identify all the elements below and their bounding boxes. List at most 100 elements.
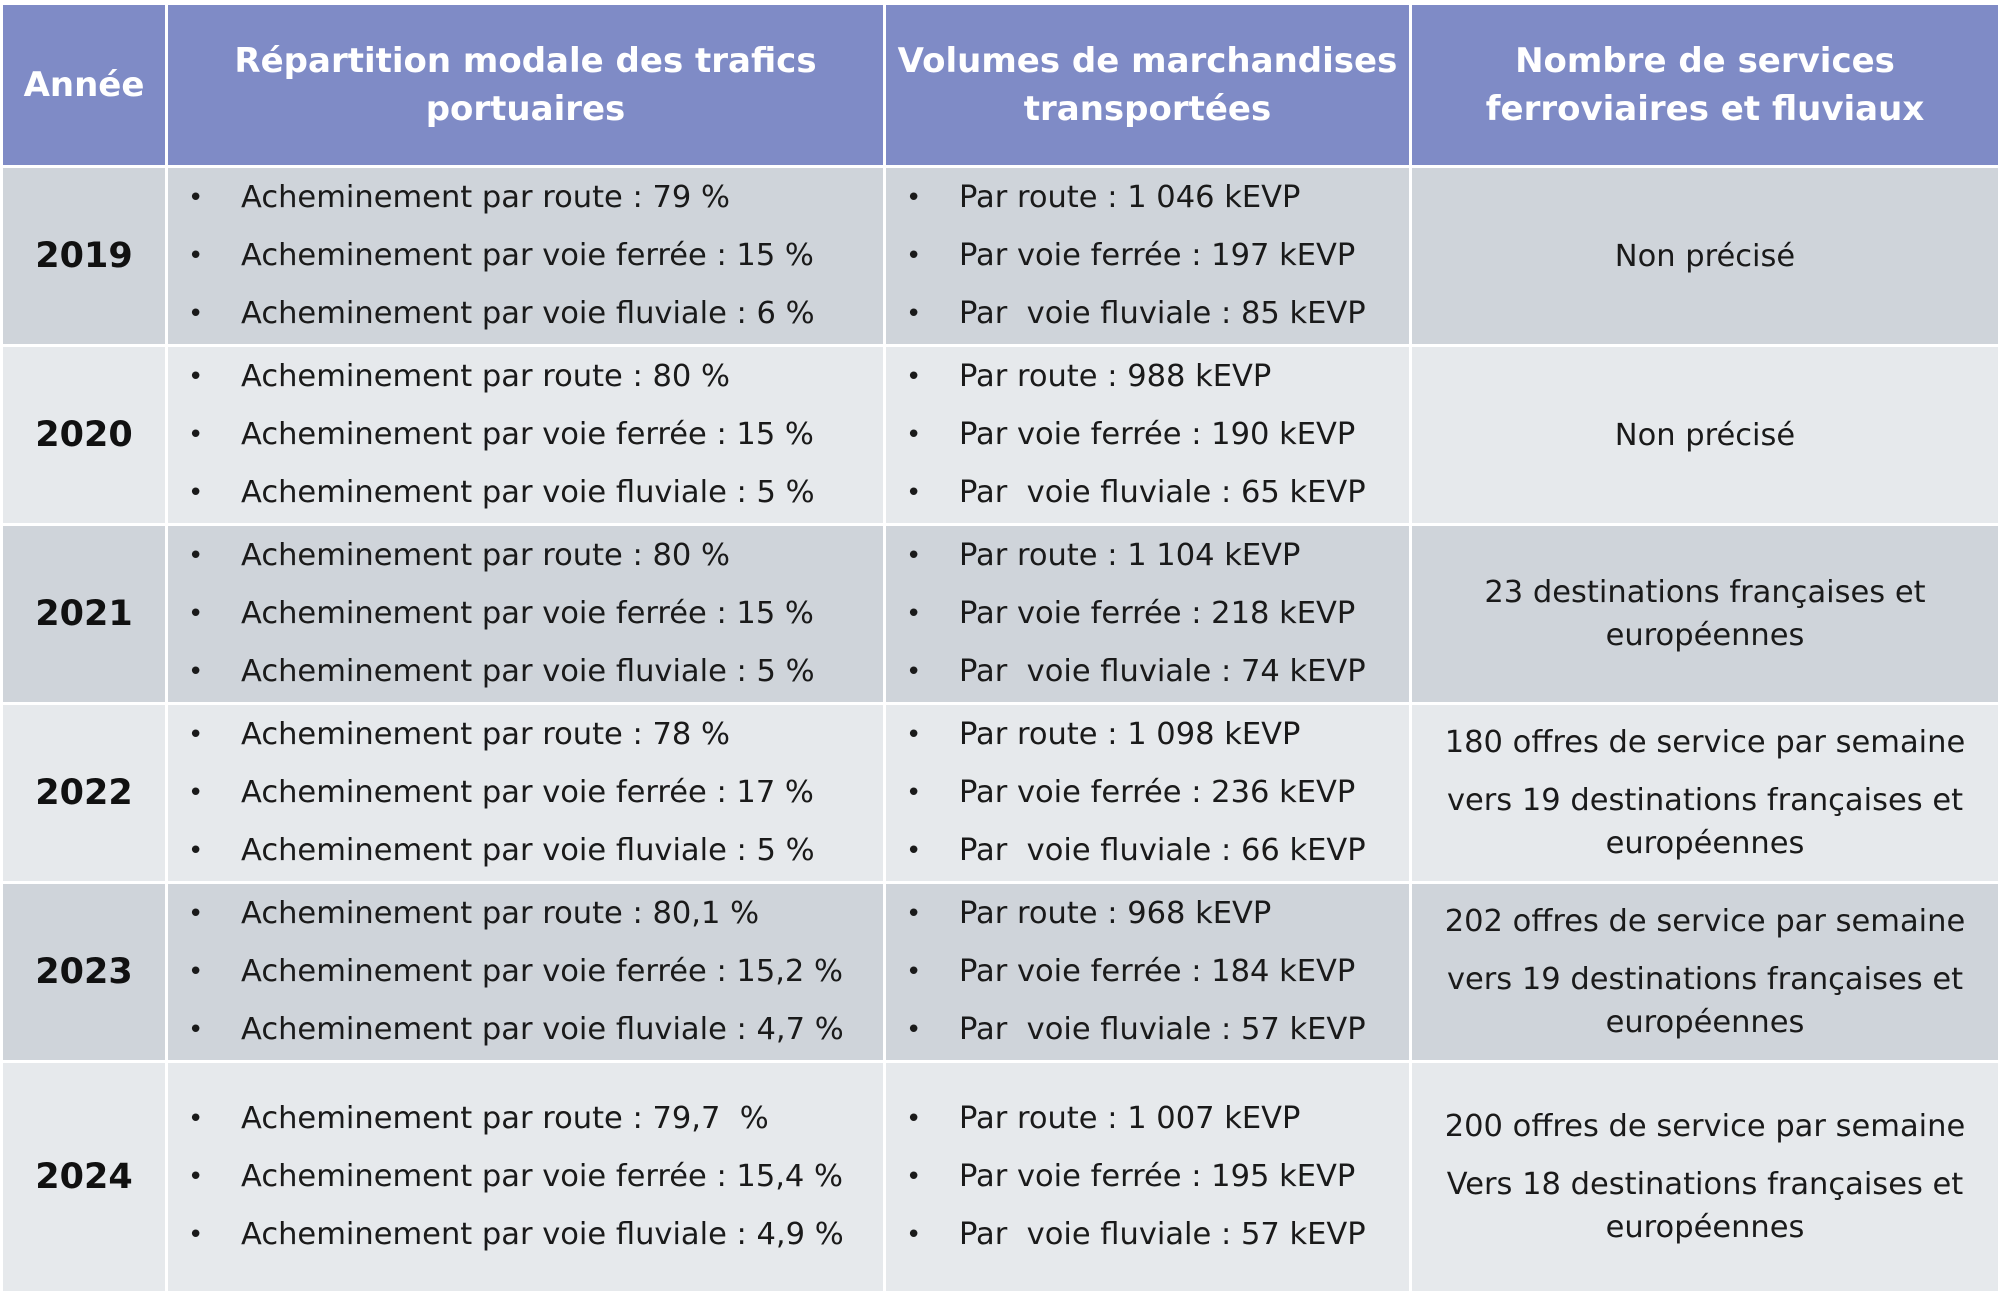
list-item-text: Par route : 1 098 kEVP xyxy=(959,717,1301,752)
volumes-cell: • Par route : 968 kEVP • Par voie ferrée : … xyxy=(883,881,1412,1063)
list-item-text: Acheminement par route : 80,1 % xyxy=(241,896,760,931)
list-item-text: Acheminement par voie fluviale : 5 % xyxy=(241,475,815,510)
year-cell: 2022 xyxy=(0,702,168,884)
list-item-text: Acheminement par voie ferrée : 15,2 % xyxy=(241,954,844,989)
year-cell: 2023 xyxy=(0,881,168,1063)
list-item-text: Acheminement par route : 78 % xyxy=(241,717,730,752)
bullet-list: • Par route : 968 kEVP • Par voie ferrée : … xyxy=(886,885,1409,1059)
year-cell: 2019 xyxy=(0,165,168,347)
list-item-text: Acheminement par voie ferrée : 15 % xyxy=(241,238,814,273)
services-cell: 180 offres de service par semaine vers 19… xyxy=(1409,702,2000,884)
list-item-text: Acheminement par voie fluviale : 5 % xyxy=(241,833,815,868)
list-item-text: Par voie fluviale : 74 kEVP xyxy=(959,654,1366,689)
modal-split-cell: • Acheminement par route : 79 % • Acheminem… xyxy=(165,165,886,347)
services-cell: 23 destinations françaises et européennes xyxy=(1409,523,2000,705)
bullet-icon: • xyxy=(188,778,204,808)
list-item: • Acheminement par voie ferrée : 15,4 % xyxy=(168,1148,883,1206)
list-item-text: Acheminement par voie fluviale : 6 % xyxy=(241,296,815,331)
bullet-icon: • xyxy=(906,899,922,929)
list-item-text: Par route : 968 kEVP xyxy=(959,896,1272,931)
list-item: • Acheminement par voie fluviale : 5 % xyxy=(168,464,883,522)
bullet-icon: • xyxy=(188,541,204,571)
table-header-row: Année Répartition modale des trafics por… xyxy=(0,2,2000,168)
list-item-text: Par voie ferrée : 195 kEVP xyxy=(959,1159,1356,1194)
bullet-icon: • xyxy=(906,599,922,629)
volumes-cell: • Par route : 1 104 kEVP • Par voie ferrée … xyxy=(883,523,1412,705)
list-item-text: Par voie ferrée : 184 kEVP xyxy=(959,954,1356,989)
volumes-cell: • Par route : 1 046 kEVP • Par voie ferrée … xyxy=(883,165,1412,347)
list-item-text: Acheminement par voie fluviale : 4,7 % xyxy=(241,1012,844,1047)
list-item-text: Par route : 1 104 kEVP xyxy=(959,538,1301,573)
volumes-cell: • Par route : 988 kEVP • Par voie ferrée : … xyxy=(883,344,1412,526)
list-item-text: Acheminement par voie fluviale : 5 % xyxy=(241,654,815,689)
list-item: • Acheminement par voie fluviale : 4,7 % xyxy=(168,1001,883,1059)
list-item: • Par voie ferrée : 197 kEVP xyxy=(886,227,1409,285)
services-text: Non précisé xyxy=(1614,238,1796,274)
list-item: • Acheminement par route : 80,1 % xyxy=(168,885,883,943)
list-item: • Par route : 1 007 kEVP xyxy=(886,1090,1409,1148)
list-item-text: Acheminement par voie fluviale : 4,9 % xyxy=(241,1217,844,1252)
table-row: 2019 • Acheminement par route : 79 % • Achem… xyxy=(0,165,2000,347)
list-item: • Par voie ferrée : 218 kEVP xyxy=(886,585,1409,643)
list-item-text: Par route : 988 kEVP xyxy=(959,359,1272,394)
modal-split-cell: • Acheminement par route : 80 % • Acheminem… xyxy=(165,344,886,526)
bullet-icon: • xyxy=(906,657,922,687)
bullet-list: • Acheminement par route : 80,1 % • Achemin… xyxy=(168,885,883,1059)
list-item: • Par voie fluviale : 85 kEVP xyxy=(886,285,1409,343)
list-item-text: Par voie fluviale : 66 kEVP xyxy=(959,833,1366,868)
bullet-list: • Acheminement par route : 80 % • Acheminem… xyxy=(168,348,883,522)
services-cell: Non précisé xyxy=(1409,165,2000,347)
bullet-list: • Acheminement par route : 79 % • Acheminem… xyxy=(168,169,883,343)
list-item: • Acheminement par route : 80 % xyxy=(168,527,883,585)
list-item: • Acheminement par voie fluviale : 5 % xyxy=(168,822,883,880)
list-item: • Acheminement par voie fluviale : 4,9 % xyxy=(168,1206,883,1264)
modal-split-cell: • Acheminement par route : 80,1 % • Achemin… xyxy=(165,881,886,1063)
bullet-list: • Acheminement par route : 78 % • Acheminem… xyxy=(168,706,883,880)
services-text: vers 19 destinations françaises et xyxy=(1446,783,1964,818)
services-cell: 202 offres de service par semaine vers 19… xyxy=(1409,881,2000,1063)
list-item: • Acheminement par voie ferrée : 17 % xyxy=(168,764,883,822)
services-cell: 200 offres de service par semaine Vers 18… xyxy=(1409,1060,2000,1294)
list-item-text: Acheminement par route : 80 % xyxy=(241,538,730,573)
list-item: • Par voie fluviale : 57 kEVP xyxy=(886,1001,1409,1059)
bullet-icon: • xyxy=(906,299,922,329)
list-item: • Acheminement par voie ferrée : 15 % xyxy=(168,227,883,285)
table-row: 2021 • Acheminement par route : 80 % • Achem… xyxy=(0,523,2000,705)
bullet-icon: • xyxy=(188,420,204,450)
list-item-text: Par route : 1 046 kEVP xyxy=(959,180,1301,215)
list-item: • Par voie ferrée : 190 kEVP xyxy=(886,406,1409,464)
list-item: • Par route : 968 kEVP xyxy=(886,885,1409,943)
table-row: 2023 • Acheminement par route : 80,1 % • Ach… xyxy=(0,881,2000,1063)
year-cell: 2024 xyxy=(0,1060,168,1294)
list-item-text: Par voie ferrée : 190 kEVP xyxy=(959,417,1356,452)
list-item-text: Par voie fluviale : 65 kEVP xyxy=(959,475,1366,510)
list-item: • Acheminement par voie ferrée : 15 % xyxy=(168,585,883,643)
list-item: • Acheminement par route : 78 % xyxy=(168,706,883,764)
list-item: • Par voie ferrée : 184 kEVP xyxy=(886,943,1409,1001)
list-item: • Par route : 1 046 kEVP xyxy=(886,169,1409,227)
bullet-icon: • xyxy=(906,241,922,271)
bullet-icon: • xyxy=(188,957,204,987)
list-item: • Acheminement par voie ferrée : 15 % xyxy=(168,406,883,464)
modal-split-cell: • Acheminement par route : 78 % • Acheminem… xyxy=(165,702,886,884)
list-item-text: Par voie ferrée : 218 kEVP xyxy=(959,596,1356,631)
bullet-icon: • xyxy=(188,657,204,687)
bullet-icon: • xyxy=(188,299,204,329)
list-item: • Acheminement par voie ferrée : 15,2 % xyxy=(168,943,883,1001)
list-item: • Par voie fluviale : 57 kEVP xyxy=(886,1206,1409,1264)
list-item: • Par voie fluviale : 66 kEVP xyxy=(886,822,1409,880)
bullet-icon: • xyxy=(906,1015,922,1045)
services-text: européennes xyxy=(1605,1210,1805,1245)
list-item: • Par route : 1 098 kEVP xyxy=(886,706,1409,764)
modal-split-cell: • Acheminement par route : 80 % • Acheminem… xyxy=(165,523,886,705)
services-text: 23 destinations françaises et xyxy=(1484,575,1926,610)
list-item: • Par route : 988 kEVP xyxy=(886,348,1409,406)
bullet-icon: • xyxy=(906,957,922,987)
services-text: 200 offres de service par semaine xyxy=(1444,1109,1966,1144)
list-item-text: Acheminement par route : 79,7 % xyxy=(241,1101,769,1136)
bullet-list: • Par route : 1 104 kEVP • Par voie ferrée … xyxy=(886,527,1409,701)
list-item-text: Par voie fluviale : 57 kEVP xyxy=(959,1217,1366,1252)
bullet-icon: • xyxy=(188,599,204,629)
bullet-icon: • xyxy=(906,1162,922,1192)
services-text: européennes xyxy=(1605,826,1805,861)
